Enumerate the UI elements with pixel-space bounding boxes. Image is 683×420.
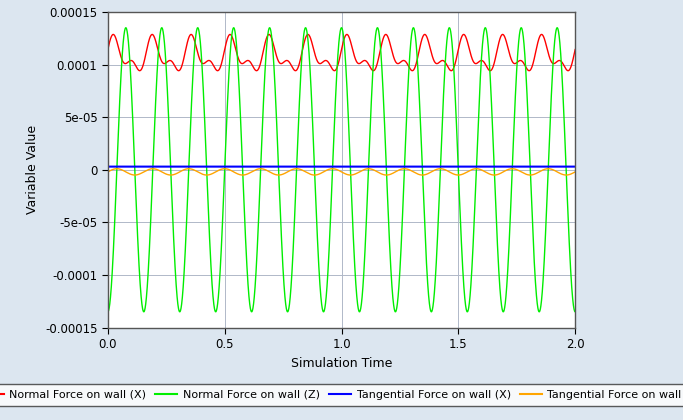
Tangential Force on wall (X) bbox=[104, 164, 112, 169]
Normal Force on wall (X) bbox=[380, 33, 389, 38]
Tangential Force on wall (X) bbox=[380, 164, 389, 169]
Normal Force on wall (Z) bbox=[273, 130, 281, 135]
Tangential Force on wall (Z) bbox=[364, 166, 372, 171]
Normal Force on wall (Z) bbox=[158, 25, 166, 30]
Line: Normal Force on wall (Z): Normal Force on wall (Z) bbox=[108, 28, 575, 312]
Normal Force on wall (Z) bbox=[475, 97, 484, 102]
Tangential Force on wall (X) bbox=[401, 164, 409, 169]
Tangential Force on wall (Z) bbox=[104, 169, 112, 174]
Normal Force on wall (X) bbox=[571, 47, 579, 52]
Normal Force on wall (Z) bbox=[450, 76, 458, 81]
Tangential Force on wall (Z) bbox=[380, 172, 389, 177]
Tangential Force on wall (Z) bbox=[401, 166, 409, 171]
Normal Force on wall (X) bbox=[475, 59, 484, 64]
Normal Force on wall (Z) bbox=[571, 309, 579, 314]
Tangential Force on wall (X) bbox=[571, 164, 579, 169]
Tangential Force on wall (Z) bbox=[571, 169, 579, 174]
Normal Force on wall (X) bbox=[401, 58, 409, 63]
Normal Force on wall (Z) bbox=[127, 86, 135, 91]
Normal Force on wall (X) bbox=[273, 55, 281, 60]
Line: Tangential Force on wall (Z): Tangential Force on wall (Z) bbox=[108, 169, 575, 175]
Tangential Force on wall (X) bbox=[127, 164, 135, 169]
Tangential Force on wall (Z) bbox=[475, 167, 484, 172]
Normal Force on wall (Z) bbox=[401, 158, 409, 163]
Tangential Force on wall (X) bbox=[450, 164, 458, 169]
Tangential Force on wall (Z) bbox=[311, 173, 319, 178]
X-axis label: Simulation Time: Simulation Time bbox=[291, 357, 392, 370]
Tangential Force on wall (Z) bbox=[450, 172, 458, 177]
Normal Force on wall (Z) bbox=[104, 309, 112, 314]
Legend: Normal Force on wall (X), Normal Force on wall (Z), Tangential Force on wall (X): Normal Force on wall (X), Normal Force o… bbox=[0, 383, 683, 406]
Normal Force on wall (Z) bbox=[380, 118, 389, 123]
Y-axis label: Variable Value: Variable Value bbox=[27, 125, 40, 214]
Tangential Force on wall (X) bbox=[273, 164, 281, 169]
Normal Force on wall (X) bbox=[127, 58, 135, 63]
Normal Force on wall (X) bbox=[104, 47, 112, 52]
Tangential Force on wall (X) bbox=[475, 164, 484, 169]
Tangential Force on wall (Z) bbox=[127, 172, 135, 177]
Normal Force on wall (X) bbox=[564, 68, 572, 73]
Normal Force on wall (X) bbox=[450, 64, 458, 69]
Normal Force on wall (X) bbox=[304, 32, 312, 37]
Tangential Force on wall (Z) bbox=[273, 172, 281, 177]
Line: Normal Force on wall (X): Normal Force on wall (X) bbox=[108, 34, 575, 71]
